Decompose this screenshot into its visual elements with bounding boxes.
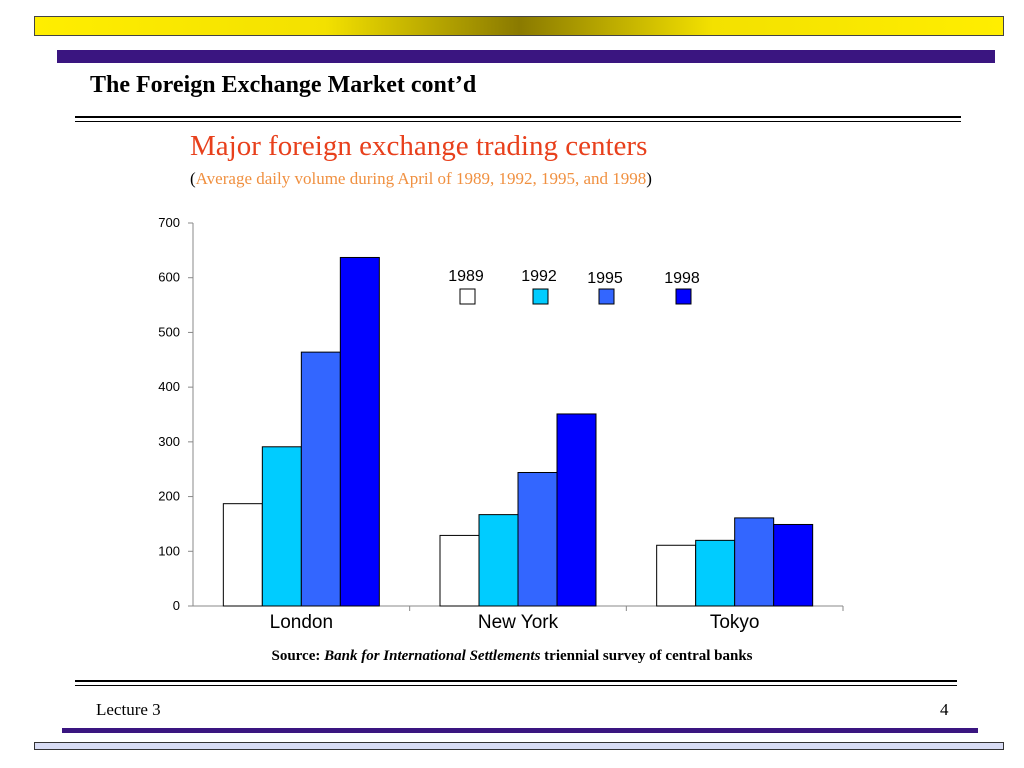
y-tick-label: 100	[158, 543, 180, 558]
subtitle-close-paren: )	[646, 169, 652, 188]
y-tick-label: 600	[158, 270, 180, 285]
bar-1998	[773, 523, 814, 607]
category-label: Tokyo	[710, 612, 760, 633]
category-label: New York	[478, 612, 559, 633]
legend-swatch	[598, 288, 615, 305]
legend-label: 1992	[521, 268, 557, 285]
chart-title: Major foreign exchange trading centers	[190, 130, 648, 162]
subtitle-text: Average daily volume during April of 198…	[195, 169, 647, 188]
footer-rule-top	[75, 680, 957, 682]
y-tick-label: 500	[158, 324, 180, 339]
y-tick-label: 400	[158, 379, 180, 394]
subtitle-open-paren: (	[190, 169, 196, 188]
bar-1989	[222, 503, 263, 607]
category-label: London	[270, 612, 333, 633]
legend-label: 1995	[587, 270, 623, 287]
legend-label: 1998	[664, 270, 700, 287]
bar-1989	[439, 534, 480, 607]
y-tick-label: 700	[158, 215, 180, 230]
bar-1998	[556, 413, 597, 607]
header-rule-top	[75, 116, 961, 118]
source-suffix: triennial survey of central banks	[540, 648, 753, 664]
legend-swatch	[459, 288, 476, 305]
footer-lecture: Lecture 3	[96, 700, 161, 719]
slide-title: The Foreign Exchange Market cont’d	[90, 72, 477, 98]
bar-1995	[517, 471, 558, 607]
source-note: Source: Bank for International Settlemen…	[0, 648, 1024, 665]
footer-purple-bar	[62, 728, 978, 733]
legend-swatch	[532, 288, 549, 305]
bar-1992	[478, 514, 519, 607]
header-rule-bottom	[75, 121, 961, 122]
chart-subtitle: (Average daily volume during April of 19…	[190, 169, 652, 189]
bar-1992	[695, 539, 736, 607]
legend-label: 1989	[448, 268, 484, 285]
legend-swatch	[675, 288, 692, 305]
bar-1995	[300, 351, 341, 607]
bar-1995	[734, 517, 775, 607]
top-decorative-bar	[34, 16, 1004, 36]
title-underline-bar	[57, 50, 995, 63]
bar-1998	[339, 256, 380, 607]
footer-rule-bottom	[75, 685, 957, 686]
bar-1989	[656, 544, 697, 607]
source-publication: Bank for International Settlements	[324, 648, 541, 664]
bottom-decorative-bar	[34, 742, 1004, 750]
y-tick-label: 200	[158, 489, 180, 504]
y-tick-label: 300	[158, 434, 180, 449]
bar-1992	[261, 446, 302, 607]
page-number: 4	[940, 700, 949, 719]
source-prefix: Source:	[271, 648, 325, 664]
y-tick-label: 0	[173, 598, 180, 613]
